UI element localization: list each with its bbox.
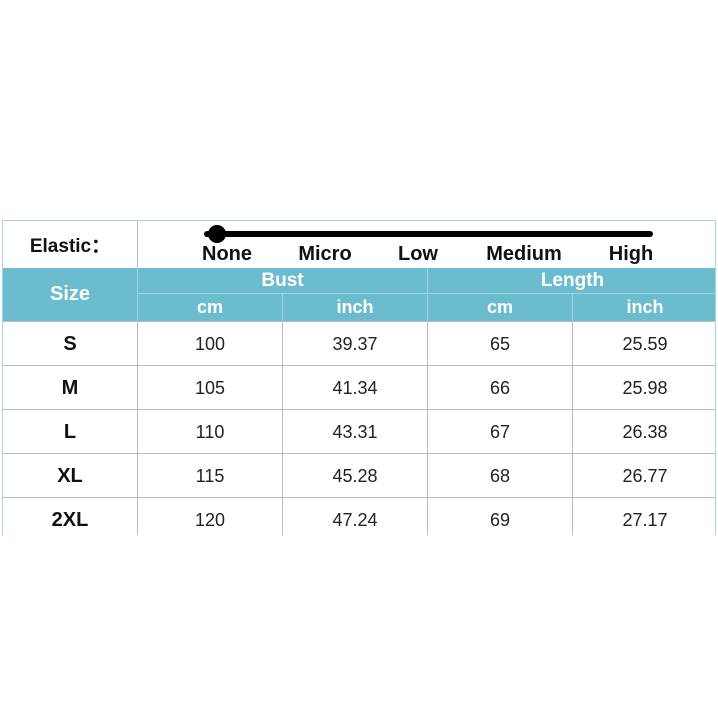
value-cell: 26.77 (622, 465, 668, 486)
elastic-level-high: High (608, 243, 654, 265)
elastic-indicator-dot (208, 225, 226, 243)
elastic-level-low: Low (398, 243, 438, 265)
value-cell: 39.37 (283, 322, 428, 366)
size-cell: 2XL (3, 498, 138, 535)
elastic-level-medium: Medium (486, 243, 562, 265)
value-cell: 100 (138, 322, 283, 366)
table-row: L 110 43.31 67 26.38 (3, 409, 715, 454)
size-cell: XL (3, 454, 138, 498)
size-cell: L (3, 410, 138, 454)
table-row: M 105 41.34 66 25.98 (3, 365, 715, 410)
table-row: S 100 39.37 65 25.59 (3, 321, 715, 366)
elastic-scale-track (204, 231, 653, 237)
elastic-level-micro: Micro (298, 243, 352, 265)
elastic-label: Elastic： (3, 221, 138, 268)
header-length-cm: cm (428, 294, 573, 321)
elastic-level-none: None (202, 243, 252, 265)
table-header: Size Bust Length cm inch cm inch (3, 268, 715, 321)
header-length: Length (428, 268, 715, 294)
value-cell: 120 (138, 498, 283, 535)
value-cell: 41.34 (283, 366, 428, 410)
table-row: 2XL 120 47.24 69 27.17 (3, 497, 715, 535)
size-cell: M (3, 366, 138, 410)
value-cell: 43.31 (283, 410, 428, 454)
value-cell: 45.28 (283, 454, 428, 498)
value-cell: 47.24 (283, 498, 428, 535)
value-cell: 105 (138, 366, 283, 410)
value-cell: 68 (428, 454, 573, 498)
size-chart-table: Elastic： None Micro Low Medium High Size… (2, 220, 716, 535)
header-bust-cm: cm (138, 294, 283, 321)
table-row: XL 115 45.28 68 26.77 (3, 453, 715, 498)
header-bust-inch: inch (283, 294, 428, 321)
value-cell: 26.38 (622, 421, 668, 442)
value-cell: 65 (428, 322, 573, 366)
header-size: Size (3, 268, 138, 321)
value-cell: 27.17 (622, 509, 668, 530)
size-cell: S (3, 322, 138, 366)
value-cell: 66 (428, 366, 573, 410)
value-cell: 110 (138, 410, 283, 454)
value-cell: 67 (428, 410, 573, 454)
value-cell: 69 (428, 498, 573, 535)
value-cell: 25.59 (622, 333, 668, 354)
elastic-row: Elastic： None Micro Low Medium High (3, 221, 715, 268)
value-cell: 25.98 (622, 377, 668, 398)
header-bust: Bust (138, 268, 428, 294)
value-cell: 115 (138, 454, 283, 498)
header-length-inch: inch (626, 297, 664, 317)
